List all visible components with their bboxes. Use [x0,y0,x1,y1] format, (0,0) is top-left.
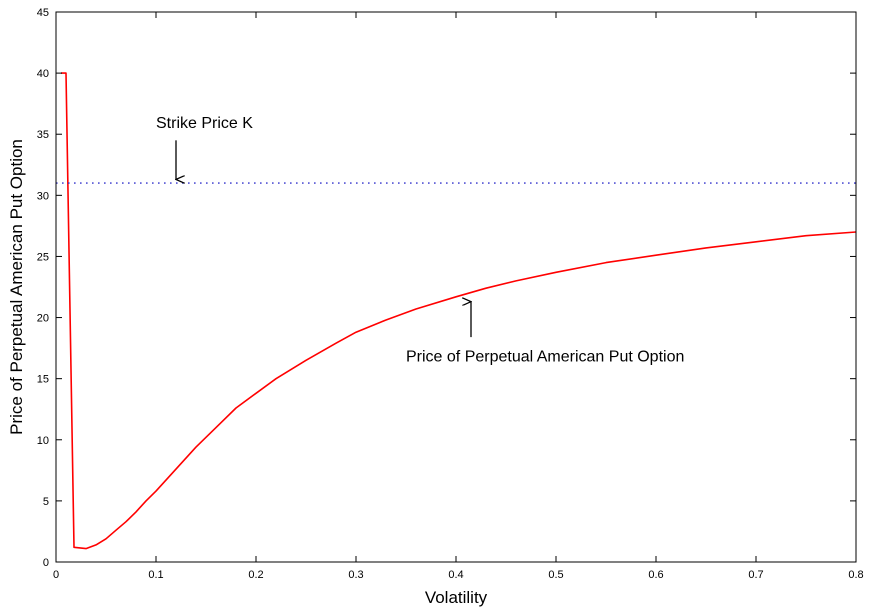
series-line-0 [61,72,857,550]
y-tick-label: 15 [37,374,49,386]
x-tick-label: 0.2 [248,569,263,581]
y-tick-label: 25 [37,251,49,263]
y-tick-label: 20 [37,313,49,325]
annotation-layer: Strike Price K Price of Perpetual America… [156,115,684,365]
x-tick-label: 0.8 [848,569,863,581]
y-axis-label: Price of Perpetual American Put Option [7,139,26,435]
x-tick-label: 0.5 [548,569,563,581]
x-tick-label: 0.4 [448,569,463,581]
tick-layer: 0 0.1 0.2 0.3 0.4 0.5 0.6 0.7 0.8 0 5 10 15 20 25 30 35 4… [37,7,864,581]
x-tick-label: 0.7 [748,569,763,581]
y-tick-label: 45 [37,7,49,19]
y-tick-label: 10 [37,435,49,447]
y-tick-label: 35 [37,129,49,141]
series-layer [56,72,857,550]
y-tick-label: 30 [37,190,49,202]
x-tick-label: 0.3 [348,569,363,581]
y-tick-label: 0 [43,557,49,569]
y-tick-label: 5 [43,496,49,508]
plot-area [56,12,856,562]
x-axis-label: Volatility [425,588,488,607]
x-tick-label: 0 [53,569,59,581]
annotation-text-1: Price of Perpetual American Put Option [406,349,684,366]
x-tick-label: 0.1 [148,569,163,581]
x-tick-label: 0.6 [648,569,663,581]
y-tick-label: 40 [37,68,49,80]
annotation-text-0: Strike Price K [156,115,253,132]
